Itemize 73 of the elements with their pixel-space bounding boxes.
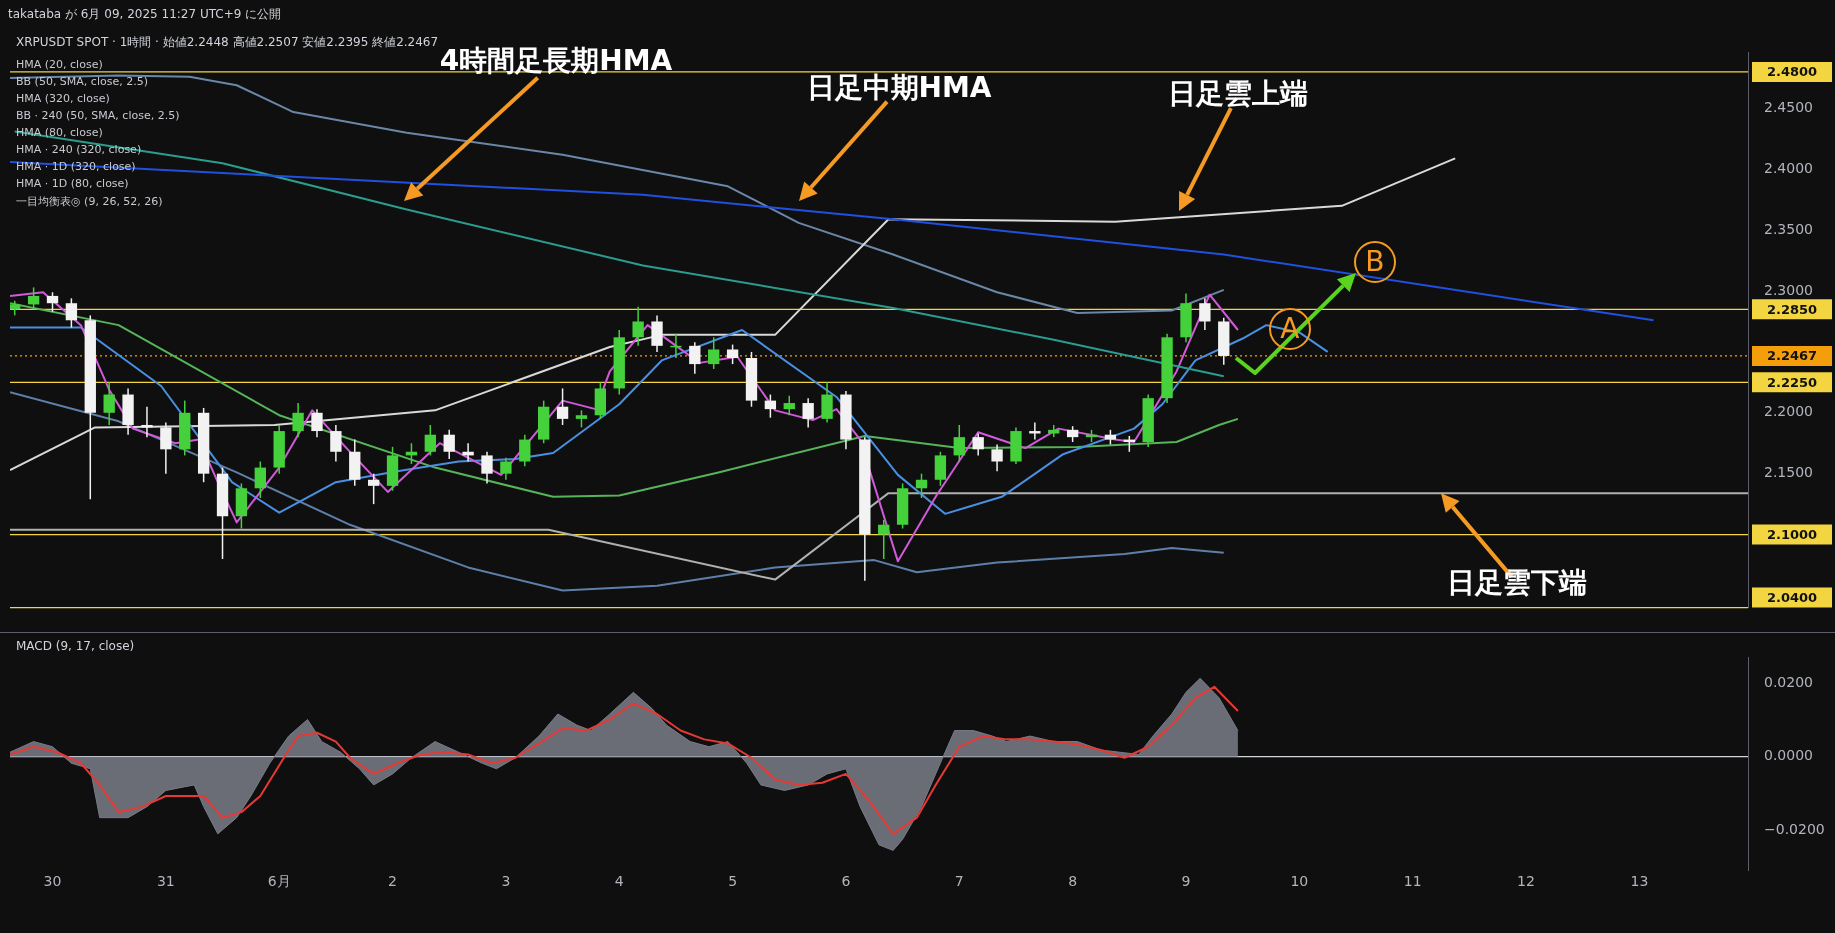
candlestick <box>481 451 493 485</box>
annotation: HMA (320, close) <box>16 92 110 105</box>
candlestick <box>783 395 795 416</box>
candlestick <box>1199 297 1211 331</box>
ref-line-label: 2.0400 <box>1766 589 1818 605</box>
candlestick <box>991 443 1003 472</box>
x-tick-label: 4 <box>614 872 624 889</box>
candlestick <box>330 424 342 463</box>
candlestick <box>311 408 323 438</box>
candlestick <box>443 429 455 460</box>
x-tick-label: 13 <box>1630 872 1649 889</box>
annotation: BB · 240 (50, SMA, close, 2.5) <box>16 109 180 122</box>
ref-line-label: 2.4800 <box>1766 64 1818 80</box>
chart-subtitle: takataba が 6月 09, 2025 11:27 UTC+9 に公開 <box>8 6 282 23</box>
ref-line-label: 2.2467 <box>1766 348 1818 364</box>
candlestick <box>632 306 644 347</box>
y-tick-label: 2.4500 <box>1764 99 1813 116</box>
x-tick-label: 31 <box>156 872 175 889</box>
annotation: 一目均衡表◎ (9, 26, 52, 26) <box>16 194 163 209</box>
candlestick <box>878 519 890 560</box>
x-tick-label: 8 <box>1068 872 1078 889</box>
x-tick-label: 12 <box>1517 872 1535 889</box>
y-tick-label: 0.0200 <box>1764 673 1813 690</box>
annotation: HMA (20, close) <box>16 58 103 71</box>
x-tick-label: 10 <box>1290 872 1309 889</box>
x-tick-label: 7 <box>954 872 964 889</box>
annotation: BB (50, SMA, close, 2.5) <box>16 75 148 88</box>
y-tick-label: −0.0200 <box>1764 820 1825 837</box>
candlestick <box>802 397 814 429</box>
x-tick-label: 2 <box>388 872 398 889</box>
candlestick <box>953 424 965 463</box>
candlestick <box>726 343 739 365</box>
chart-title: XRPUSDT SPOT · 1時間 · 始値2.2448 高値2.2507 安値2.2395 終値2.2467 <box>16 34 439 51</box>
candlestick <box>556 387 569 426</box>
candlestick <box>915 472 928 499</box>
chart-title: MACD (9, 17, close) <box>16 639 135 653</box>
x-tick-label: 3 <box>501 872 511 889</box>
y-tick-label: 2.1500 <box>1764 464 1813 481</box>
candlestick <box>519 433 531 468</box>
ref-line-label: 2.1000 <box>1766 526 1818 542</box>
y-tick-label: 0.0000 <box>1764 747 1813 764</box>
candlestick <box>500 457 512 481</box>
candlestick <box>424 424 436 457</box>
candlestick <box>292 402 304 438</box>
ref-line-label: 2.2250 <box>1766 374 1818 390</box>
candlestick <box>46 291 59 313</box>
ref-line-label: 2.2850 <box>1766 301 1818 317</box>
annotation: 日足中期HMA <box>806 70 992 106</box>
annotation: 日足雲上端 <box>1168 76 1308 112</box>
y-tick-label: 2.4000 <box>1764 159 1813 176</box>
x-tick-label: 5 <box>728 872 738 889</box>
candlestick <box>708 336 720 370</box>
x-tick-label: 11 <box>1403 872 1422 889</box>
annotation: B <box>1353 240 1396 283</box>
y-tick-label: 2.3000 <box>1764 281 1813 298</box>
annotation: 4時間足長期HMA <box>439 43 673 79</box>
y-tick-label: 2.2000 <box>1764 403 1813 420</box>
x-tick-label: 9 <box>1181 872 1191 889</box>
candlestick <box>65 297 78 329</box>
annotation: 日足雲下端 <box>1447 565 1588 602</box>
candlestick <box>254 460 266 499</box>
candlestick <box>764 393 777 419</box>
x-tick-label: 30 <box>43 872 62 889</box>
annotation: HMA · 1D (80, close) <box>16 177 129 190</box>
x-tick-label: 6 <box>841 872 851 889</box>
candlestick <box>972 432 984 457</box>
y-tick-label: 2.3500 <box>1764 220 1813 237</box>
candlestick <box>367 472 380 505</box>
candlestick <box>689 341 701 375</box>
candlestick <box>27 286 40 311</box>
candlestick <box>103 381 115 426</box>
x-tick-label: 6月 <box>267 872 291 889</box>
candlestick <box>160 421 172 475</box>
